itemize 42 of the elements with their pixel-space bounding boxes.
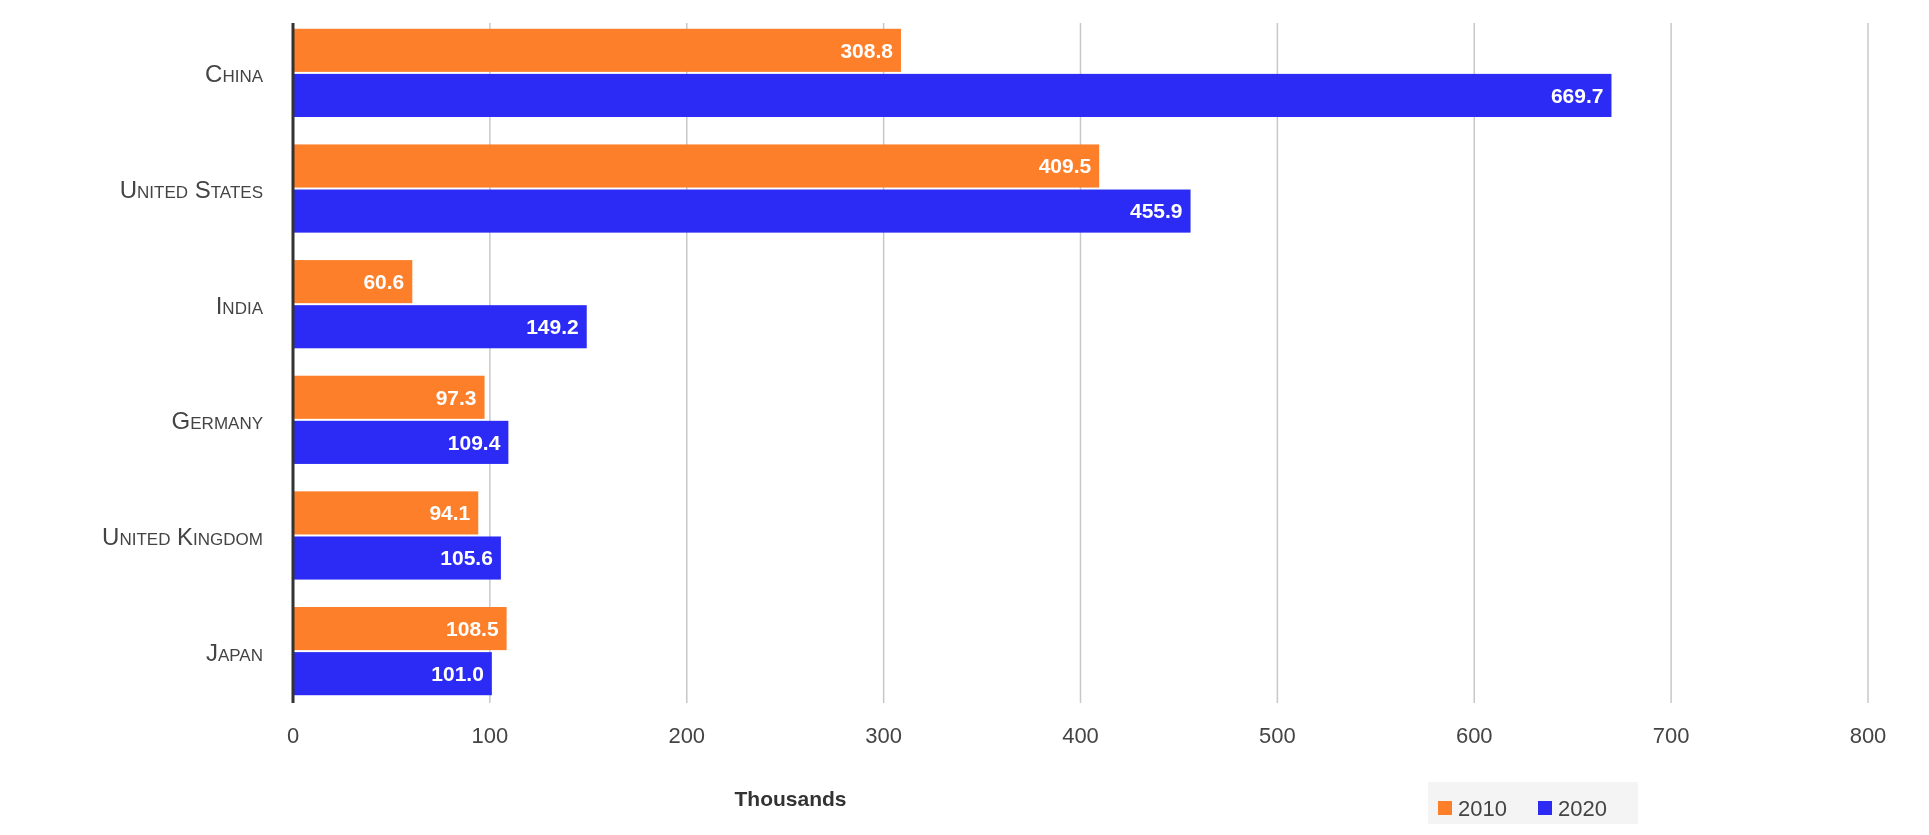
data-label: 108.5 [446,616,499,640]
data-label: 105.6 [440,546,493,570]
y-tick-label: Germany [171,407,263,435]
bar [293,536,501,580]
bar [293,305,587,349]
bar [293,28,901,72]
y-tick-label: United Kingdom [102,522,263,550]
bar [293,260,413,304]
bar [293,144,1100,188]
bar [293,189,1191,233]
x-tick-label: 200 [668,723,706,748]
data-label: 101.0 [431,662,484,686]
bar [293,73,1612,117]
bar [293,375,485,419]
x-tick-label: 400 [1062,723,1099,748]
y-tick-label: Japan [205,638,263,666]
x-tick-label: 500 [1259,723,1296,748]
x-tick-label: 700 [1652,723,1690,748]
data-label: 109.4 [447,430,501,454]
data-label: 669.7 [1550,83,1604,107]
x-tick-label: 100 [471,723,509,748]
bar [293,607,507,651]
y-tick-label: China [205,60,264,88]
data-label: 94.1 [429,501,471,525]
data-label: 97.3 [435,385,477,409]
data-label: 409.5 [1038,154,1092,178]
x-tick-label: 300 [865,723,902,748]
bar [293,491,479,535]
x-tick-label: 600 [1455,723,1493,748]
legend-label: 2020 [1558,795,1607,821]
data-label: 60.6 [363,269,405,293]
legend-label: 2010 [1458,795,1507,821]
x-tick-label: 0 [286,723,300,748]
bar [293,652,492,696]
y-tick-label: India [215,291,264,319]
data-label: 308.8 [840,38,894,62]
bar [293,420,509,464]
x-axis-title: Thousands [734,787,847,810]
x-tick-label: 800 [1849,723,1887,748]
data-label: 149.2 [526,315,579,339]
data-label: 455.9 [1129,199,1183,223]
y-tick-label: United States [119,175,263,203]
